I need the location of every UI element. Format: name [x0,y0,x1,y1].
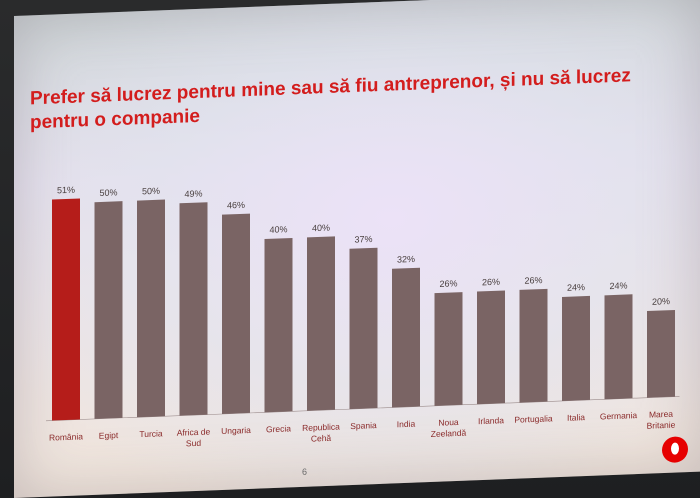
category-label: Italia [567,412,585,423]
category-label: Africa deSud [177,426,211,448]
bar [477,290,505,405]
data-label: 26% [524,275,542,286]
bar [307,236,335,411]
category-label: Germania [600,410,638,421]
category-label: NouaZeelandă [431,417,467,439]
projection-screen: Prefer să lucrez pentru mine sau să fiu … [14,0,700,498]
data-label: 26% [482,277,500,288]
bar-chart: 51% România 50% Egipt 50% Turcia 49% Africa deS… [46,185,680,448]
bar [179,202,208,416]
data-label: 50% [142,186,160,197]
bar [94,201,123,419]
bar [519,288,548,403]
data-label: 26% [439,278,457,289]
data-label: 51% [57,185,75,196]
page-number: 6 [302,466,308,477]
data-label: 40% [269,224,287,235]
bar [264,237,293,413]
category-label: Ungaria [221,425,251,436]
bar [647,309,675,398]
data-label: 20% [652,296,670,307]
data-label: 50% [99,187,117,198]
bar [392,267,420,408]
data-label: 46% [227,200,245,211]
category-label: Irlanda [478,415,504,426]
bar [349,247,378,410]
category-label: Portugalia [514,413,553,424]
bar [52,198,80,421]
category-label: Grecia [266,423,291,434]
bar [562,295,590,401]
category-label: MareaBritanie [647,409,676,431]
bar [604,294,633,400]
data-label: 37% [354,234,372,245]
category-label: Turcia [139,428,163,439]
category-label: Spania [350,420,377,431]
category-label: Egipt [99,430,119,441]
data-label: 32% [397,254,415,265]
data-label: 24% [609,280,627,291]
data-label: 40% [312,223,330,234]
bar [222,213,250,415]
bar [434,292,463,406]
bar [137,199,165,418]
data-label: 24% [567,282,585,293]
category-label: România [49,431,83,442]
data-label: 49% [184,188,202,199]
category-label: RepublicaCehă [302,421,340,443]
category-label: India [397,419,416,430]
